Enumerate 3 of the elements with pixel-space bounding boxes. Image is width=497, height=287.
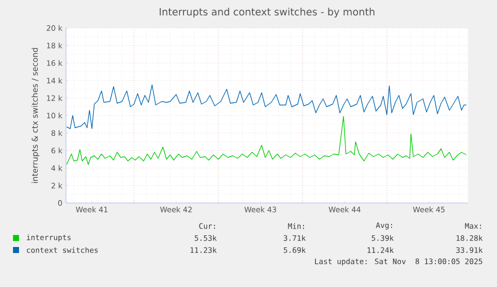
line-series bbox=[66, 84, 467, 129]
y-axis-title: interrupts & ctx switches / second bbox=[32, 48, 40, 183]
chart-title: Interrupts and context switches - by month bbox=[160, 8, 374, 18]
